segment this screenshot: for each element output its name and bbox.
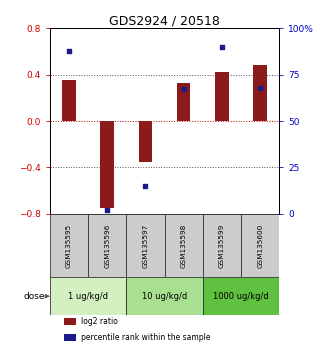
Bar [164, 214, 203, 278]
Bar [203, 214, 241, 278]
Text: percentile rank within the sample: percentile rank within the sample [81, 332, 210, 342]
Bar [203, 278, 279, 315]
Text: GSM135596: GSM135596 [104, 223, 110, 268]
Point [105, 207, 110, 213]
Bar [50, 278, 126, 315]
Bar [254, 65, 267, 121]
Point [219, 44, 224, 50]
Text: GSM135600: GSM135600 [257, 223, 263, 268]
Bar [62, 80, 75, 121]
Bar [215, 72, 229, 121]
Point [181, 87, 186, 92]
Bar [64, 318, 76, 325]
Text: GSM135599: GSM135599 [219, 223, 225, 268]
Point [143, 183, 148, 189]
Bar [177, 83, 190, 121]
Text: GSM135598: GSM135598 [181, 223, 187, 268]
Bar [64, 333, 76, 341]
Bar [50, 214, 88, 278]
Bar [126, 278, 203, 315]
Point [66, 48, 72, 53]
Title: GDS2924 / 20518: GDS2924 / 20518 [109, 14, 220, 27]
Bar [241, 214, 279, 278]
Text: 1000 ug/kg/d: 1000 ug/kg/d [213, 292, 269, 301]
Text: GSM135595: GSM135595 [66, 223, 72, 268]
Text: GSM135597: GSM135597 [143, 223, 148, 268]
Point [257, 85, 263, 91]
Bar [88, 214, 126, 278]
Text: log2 ratio: log2 ratio [81, 317, 117, 326]
Text: 10 ug/kg/d: 10 ug/kg/d [142, 292, 187, 301]
Bar [126, 214, 164, 278]
Text: dose: dose [24, 292, 45, 301]
Bar [139, 121, 152, 161]
Bar [100, 121, 114, 208]
Text: 1 ug/kg/d: 1 ug/kg/d [68, 292, 108, 301]
